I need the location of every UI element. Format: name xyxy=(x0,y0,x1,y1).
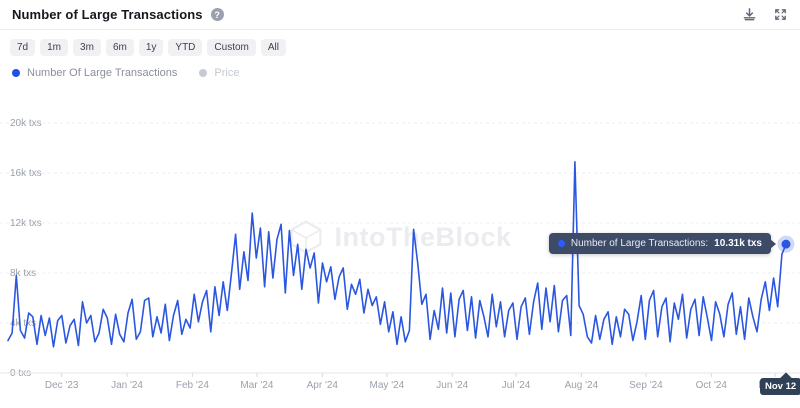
range-button-3m[interactable]: 3m xyxy=(73,39,101,56)
tooltip: Number of Large Transactions: 10.31k txs xyxy=(548,233,777,254)
range-button-1y[interactable]: 1y xyxy=(138,39,164,56)
legend-item-price[interactable]: Price xyxy=(199,67,239,79)
tooltip-series-dot xyxy=(557,240,565,247)
chart-legend: Number Of Large Transactions Price xyxy=(0,56,800,79)
range-button-7d[interactable]: 7d xyxy=(10,39,36,56)
legend-label: Price xyxy=(214,67,240,79)
svg-text:20k txs: 20k txs xyxy=(10,118,42,129)
svg-text:Feb '24: Feb '24 xyxy=(176,380,209,391)
svg-text:Oct '24: Oct '24 xyxy=(696,380,728,391)
page-title: Number of Large Transactions xyxy=(12,7,203,22)
svg-text:Jun '24: Jun '24 xyxy=(436,380,468,391)
legend-dot-1 xyxy=(199,69,208,77)
legend-dot-0 xyxy=(12,69,20,77)
svg-text:Jul '24: Jul '24 xyxy=(502,380,531,391)
time-range-toolbar: 7d 1m 3m 6m 1y YTD Custom All xyxy=(0,30,800,56)
x-axis-date-badge: Nov 12 xyxy=(760,378,800,395)
range-button-all[interactable]: All xyxy=(260,39,286,56)
svg-text:4k txs: 4k txs xyxy=(10,318,36,329)
header: Number of Large Transactions ? xyxy=(0,0,800,30)
svg-text:16k txs: 16k txs xyxy=(10,168,42,179)
svg-text:Mar '24: Mar '24 xyxy=(240,380,273,391)
svg-text:Apr '24: Apr '24 xyxy=(307,380,339,391)
svg-text:Dec '23: Dec '23 xyxy=(45,380,79,391)
svg-text:8k txs: 8k txs xyxy=(10,268,36,279)
help-icon[interactable]: ? xyxy=(210,8,224,21)
svg-text:May '24: May '24 xyxy=(370,380,405,391)
legend-label: Number Of Large Transactions xyxy=(27,67,178,79)
svg-text:Sep '24: Sep '24 xyxy=(629,380,663,391)
tooltip-label: Number of Large Transactions: xyxy=(570,238,709,249)
legend-item-large-transactions[interactable]: Number Of Large Transactions xyxy=(12,67,177,79)
expand-icon[interactable] xyxy=(773,7,788,22)
svg-text:Jan '24: Jan '24 xyxy=(111,380,143,391)
range-button-custom[interactable]: Custom xyxy=(207,39,256,56)
download-icon[interactable] xyxy=(742,7,757,22)
range-button-6m[interactable]: 6m xyxy=(105,39,134,56)
svg-text:Aug '24: Aug '24 xyxy=(565,380,599,391)
range-button-1m[interactable]: 1m xyxy=(40,39,69,56)
tooltip-value: 10.31k txs xyxy=(714,238,762,249)
range-button-ytd[interactable]: YTD xyxy=(168,39,203,56)
svg-text:12k txs: 12k txs xyxy=(10,218,42,229)
